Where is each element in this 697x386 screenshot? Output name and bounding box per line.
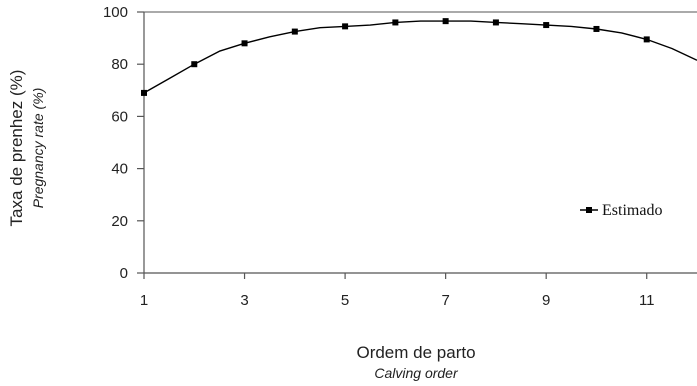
series-line-estimado	[143, 20, 697, 94]
y-tick-label: 40	[111, 161, 128, 178]
legend: Estimado	[580, 202, 662, 219]
plot-frame	[143, 11, 697, 274]
data-point	[643, 36, 650, 43]
legend-marker	[586, 207, 592, 213]
y-axis-ticks: 0 20 40 60 80 100	[103, 4, 144, 282]
data-point	[442, 18, 449, 25]
legend-label-estimado: Estimado	[602, 202, 662, 219]
x-axis-ticks: 1 3 5 7 9 11	[140, 273, 655, 309]
y-tick-label: 100	[103, 4, 128, 21]
x-tick-label: 1	[140, 292, 148, 309]
y-tick-label: 0	[120, 265, 128, 282]
x-tick-label: 5	[341, 292, 349, 309]
y-tick-label: 20	[111, 213, 128, 230]
y-tick-label: 60	[111, 108, 128, 125]
x-axis-title: Ordem de parto	[356, 343, 475, 362]
x-tick-label: 7	[441, 292, 449, 309]
x-tick-label: 11	[639, 292, 655, 309]
data-point	[593, 25, 600, 32]
data-point	[392, 19, 399, 26]
data-point	[241, 40, 248, 47]
data-point	[342, 23, 349, 30]
y-axis-subtitle: Pregnancy rate (%)	[30, 88, 46, 209]
data-point	[492, 19, 499, 26]
x-axis-subtitle: Calving order	[374, 365, 459, 381]
series-layer	[141, 18, 697, 96]
data-point	[543, 22, 550, 29]
data-point	[141, 89, 147, 96]
y-axis-title: Taxa de prenhez (%)	[7, 70, 26, 227]
data-point	[291, 28, 298, 35]
y-tick-label: 80	[111, 56, 128, 73]
x-tick-label: 3	[240, 292, 248, 309]
data-point	[191, 61, 198, 68]
x-tick-label: 9	[542, 292, 550, 309]
